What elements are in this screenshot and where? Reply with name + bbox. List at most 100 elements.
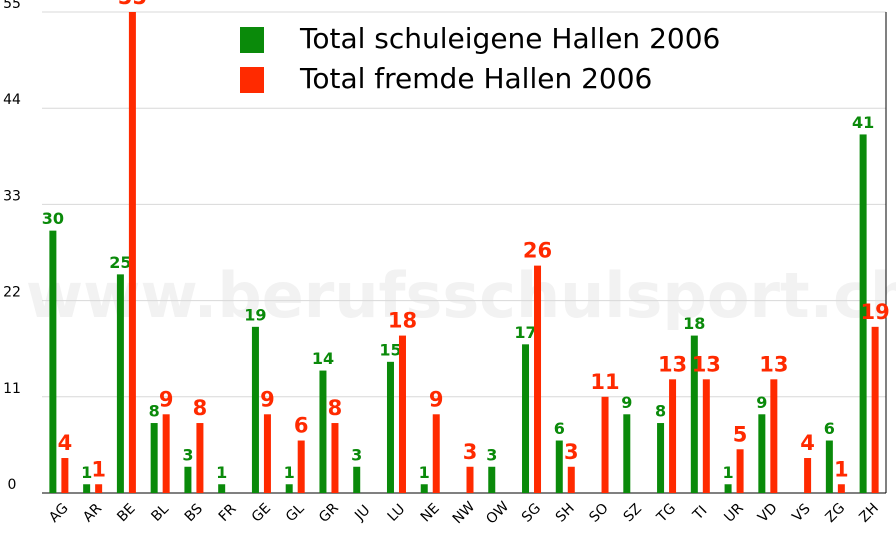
x-tick-label: TI <box>689 503 710 524</box>
bar <box>251 326 259 493</box>
bar <box>432 414 440 493</box>
bar <box>702 379 710 493</box>
value-label: 6 <box>824 419 835 438</box>
value-label: 41 <box>852 113 874 132</box>
x-tick-label: UR <box>721 500 747 526</box>
bar <box>837 484 845 493</box>
value-label: 13 <box>658 352 687 376</box>
x-tick-label: NE <box>418 501 443 526</box>
bar <box>331 423 339 493</box>
x-tick-label: AR <box>80 500 105 525</box>
y-tick-label: 22 <box>3 285 21 301</box>
y-tick-label: 44 <box>3 92 21 108</box>
bar <box>353 466 361 493</box>
x-tick-label: SO <box>586 500 611 525</box>
bar <box>95 484 103 493</box>
bar <box>263 414 271 493</box>
y-tick-label: 0 <box>8 477 17 493</box>
bar <box>398 335 406 493</box>
value-label: 18 <box>683 314 705 333</box>
bar <box>116 274 124 493</box>
value-label: 3 <box>351 445 362 464</box>
value-label: 3 <box>182 445 193 464</box>
bar <box>657 423 665 493</box>
bar <box>150 423 158 493</box>
x-tick-label: ZH <box>856 500 882 526</box>
value-label: 26 <box>523 239 552 263</box>
bar <box>218 484 226 493</box>
y-tick-label: 11 <box>3 381 21 397</box>
x-tick-label: LU <box>385 501 409 525</box>
x-tick-label: SG <box>519 500 544 525</box>
value-label: 1 <box>284 463 295 482</box>
value-label: 8 <box>328 396 343 420</box>
legend-swatch <box>240 67 264 93</box>
value-label: 9 <box>756 393 767 412</box>
bar <box>297 440 305 493</box>
bar <box>669 379 677 493</box>
x-tick-label: VD <box>755 500 781 526</box>
value-label: 9 <box>429 387 444 411</box>
value-label: 4 <box>58 431 73 455</box>
value-label: 1 <box>419 463 430 482</box>
value-label: 3 <box>486 445 497 464</box>
bar <box>770 379 778 493</box>
x-tick-label: JU <box>351 502 373 524</box>
legend-label: Total schuleigene Hallen 2006 <box>299 22 720 55</box>
value-label: 15 <box>379 340 401 359</box>
bar <box>601 396 609 493</box>
value-label: 1 <box>91 457 106 481</box>
legend-label: Total fremde Hallen 2006 <box>299 62 652 95</box>
bar <box>534 265 542 493</box>
value-label: 14 <box>312 349 334 368</box>
bar <box>871 326 879 493</box>
bar <box>196 423 204 493</box>
bar <box>83 484 91 493</box>
x-tick-label: SZ <box>621 501 645 525</box>
bar <box>522 344 530 493</box>
value-label: 3 <box>564 440 579 464</box>
bar <box>804 458 812 493</box>
bar <box>690 335 698 493</box>
value-label: 19 <box>244 305 266 324</box>
x-tick-label: NW <box>450 499 479 528</box>
bar <box>184 466 192 493</box>
x-tick-label: GE <box>249 500 274 525</box>
bar <box>285 484 293 493</box>
value-label: 55 <box>118 0 147 9</box>
y-tick-label: 55 <box>3 0 21 12</box>
value-label: 1 <box>834 457 849 481</box>
bar <box>128 12 136 493</box>
bar <box>466 466 474 493</box>
bar <box>61 458 69 493</box>
watermark: www.berufsschulsport.ch <box>26 259 896 332</box>
x-tick-label: GR <box>316 500 342 526</box>
value-label: 17 <box>514 323 536 342</box>
bar <box>420 484 428 493</box>
x-tick-label: AG <box>46 500 72 526</box>
bar <box>758 414 766 493</box>
value-label: 9 <box>159 387 174 411</box>
bar <box>567 466 575 493</box>
value-label: 25 <box>109 253 131 272</box>
bar <box>724 484 732 493</box>
x-tick-label: ZG <box>822 500 848 526</box>
x-tick-label: BL <box>148 501 172 525</box>
legend-swatch <box>240 27 264 53</box>
value-label: 8 <box>655 402 666 421</box>
x-tick-label: SH <box>553 500 578 525</box>
value-label: 5 <box>733 422 748 446</box>
bar <box>623 414 631 493</box>
value-label: 9 <box>260 387 275 411</box>
bar <box>555 440 563 493</box>
y-tick-label: 33 <box>3 188 21 204</box>
bar <box>319 370 327 493</box>
value-label: 9 <box>621 393 632 412</box>
value-label: 8 <box>149 402 160 421</box>
bar <box>825 440 833 493</box>
value-label: 6 <box>294 414 309 438</box>
x-tick-label: OW <box>483 498 512 527</box>
value-label: 4 <box>800 431 815 455</box>
value-label: 13 <box>759 352 788 376</box>
